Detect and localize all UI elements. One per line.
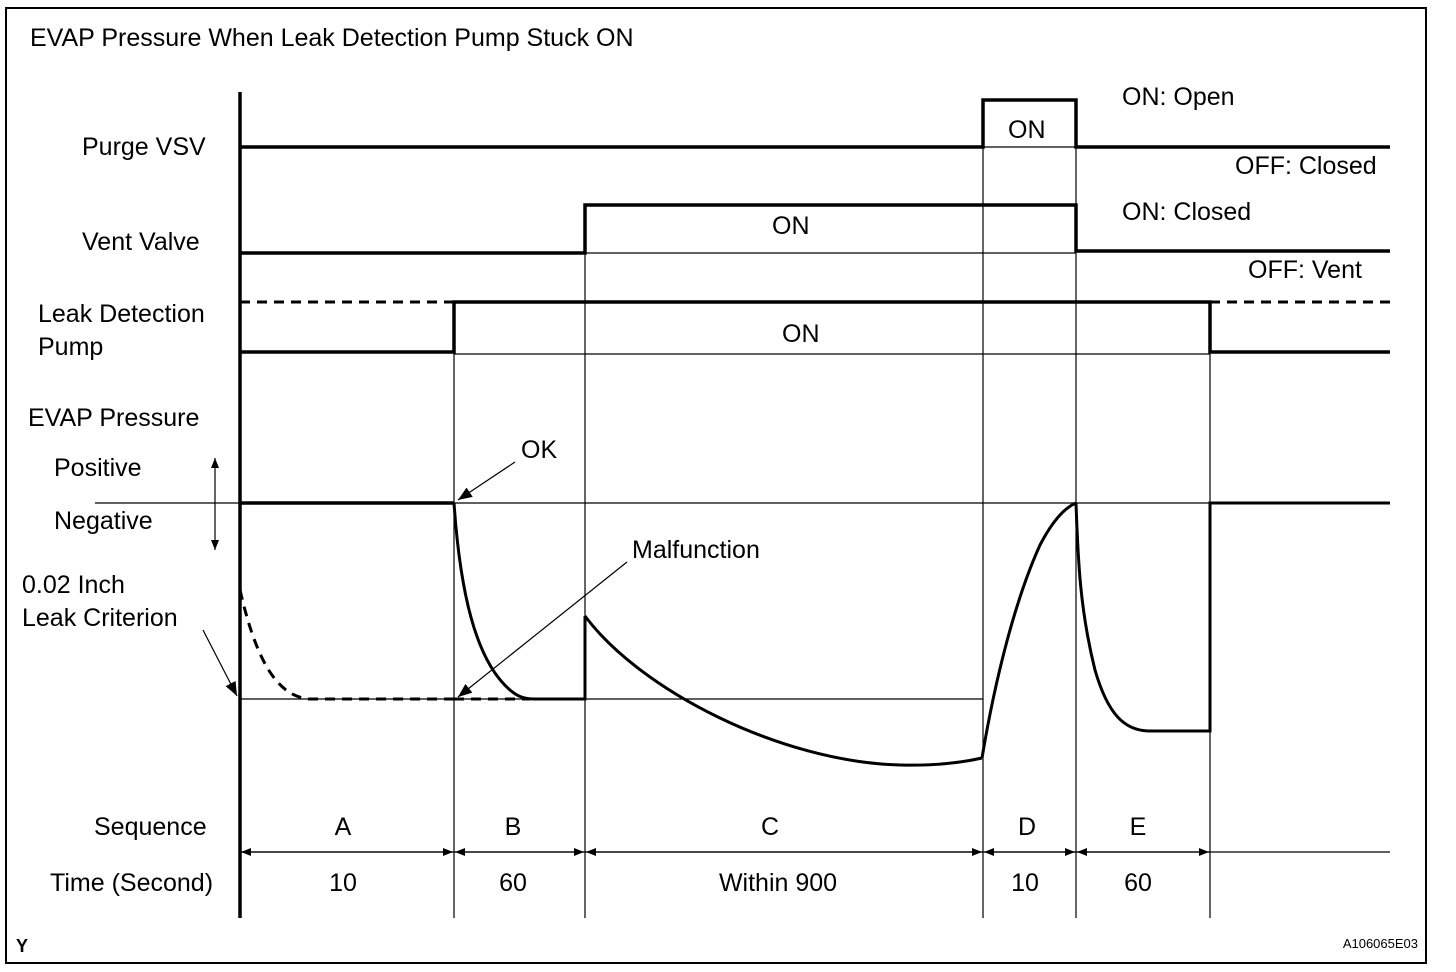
purge-vsv-on-text: ON [1008,116,1046,144]
sequence-phase-times: 10 60 Within 900 10 60 [329,869,1152,897]
phase-time-c: Within 900 [719,869,837,897]
phase-boundaries [453,100,1211,918]
pressure-curve-e [1074,501,1390,733]
phase-name-b: B [505,813,522,841]
leak-pump-label-line2: Pump [38,333,103,361]
phase-time-b: 60 [499,869,527,897]
corner-mark: Y [16,936,28,956]
phase-name-d: D [1018,813,1036,841]
vent-valve-waveform [240,203,1390,255]
malfunction-label: Malfunction [632,536,760,564]
leak-pump-waveform [240,300,1390,354]
criterion-pointer-arrow [202,629,238,697]
leak-pump-on-text: ON [782,320,820,348]
sequence-phase-names: A B C D E [335,813,1147,841]
pressure-curve-d [980,501,1077,759]
purge-vsv-label: Purge VSV [82,133,206,161]
purge-vsv-waveform [240,98,1390,149]
negative-label: Negative [54,507,153,535]
vent-valve-off-note: OFF: Vent [1248,256,1362,284]
phase-name-e: E [1130,813,1147,841]
phase-time-e: 60 [1124,869,1152,897]
purge-vsv-on-note: ON: Open [1122,83,1235,111]
vent-valve-on-note: ON: Closed [1122,198,1251,226]
pressure-ok-curve-b [452,502,587,701]
diagram-title: EVAP Pressure When Leak Detection Pump S… [30,24,634,52]
phase-name-c: C [761,813,779,841]
evap-pressure-label: EVAP Pressure [28,404,199,432]
phase-time-a: 10 [329,869,357,897]
vent-valve-label: Vent Valve [82,228,200,256]
phase-name-a: A [335,813,352,841]
pressure-dashed-reference-a [238,589,454,701]
criterion-label-line1: 0.02 Inch [22,571,125,599]
positive-label: Positive [54,454,142,482]
pressure-traces [238,501,1390,767]
time-label: Time (Second) [50,869,213,897]
sequence-label: Sequence [94,813,207,841]
vent-valve-on-text: ON [772,212,810,240]
figure-id: A106065E03 [1343,936,1418,951]
pressure-curve-c [583,615,983,767]
ok-label: OK [521,436,557,464]
criterion-label-line2: Leak Criterion [22,604,178,632]
diagram-frame [5,7,1427,964]
phase-time-d: 10 [1011,869,1039,897]
purge-vsv-off-note: OFF: Closed [1235,152,1377,180]
leak-pump-label-line1: Leak Detection [38,300,205,328]
ok-pointer-arrow [457,461,516,501]
malfunction-pointer-arrow [457,561,628,698]
